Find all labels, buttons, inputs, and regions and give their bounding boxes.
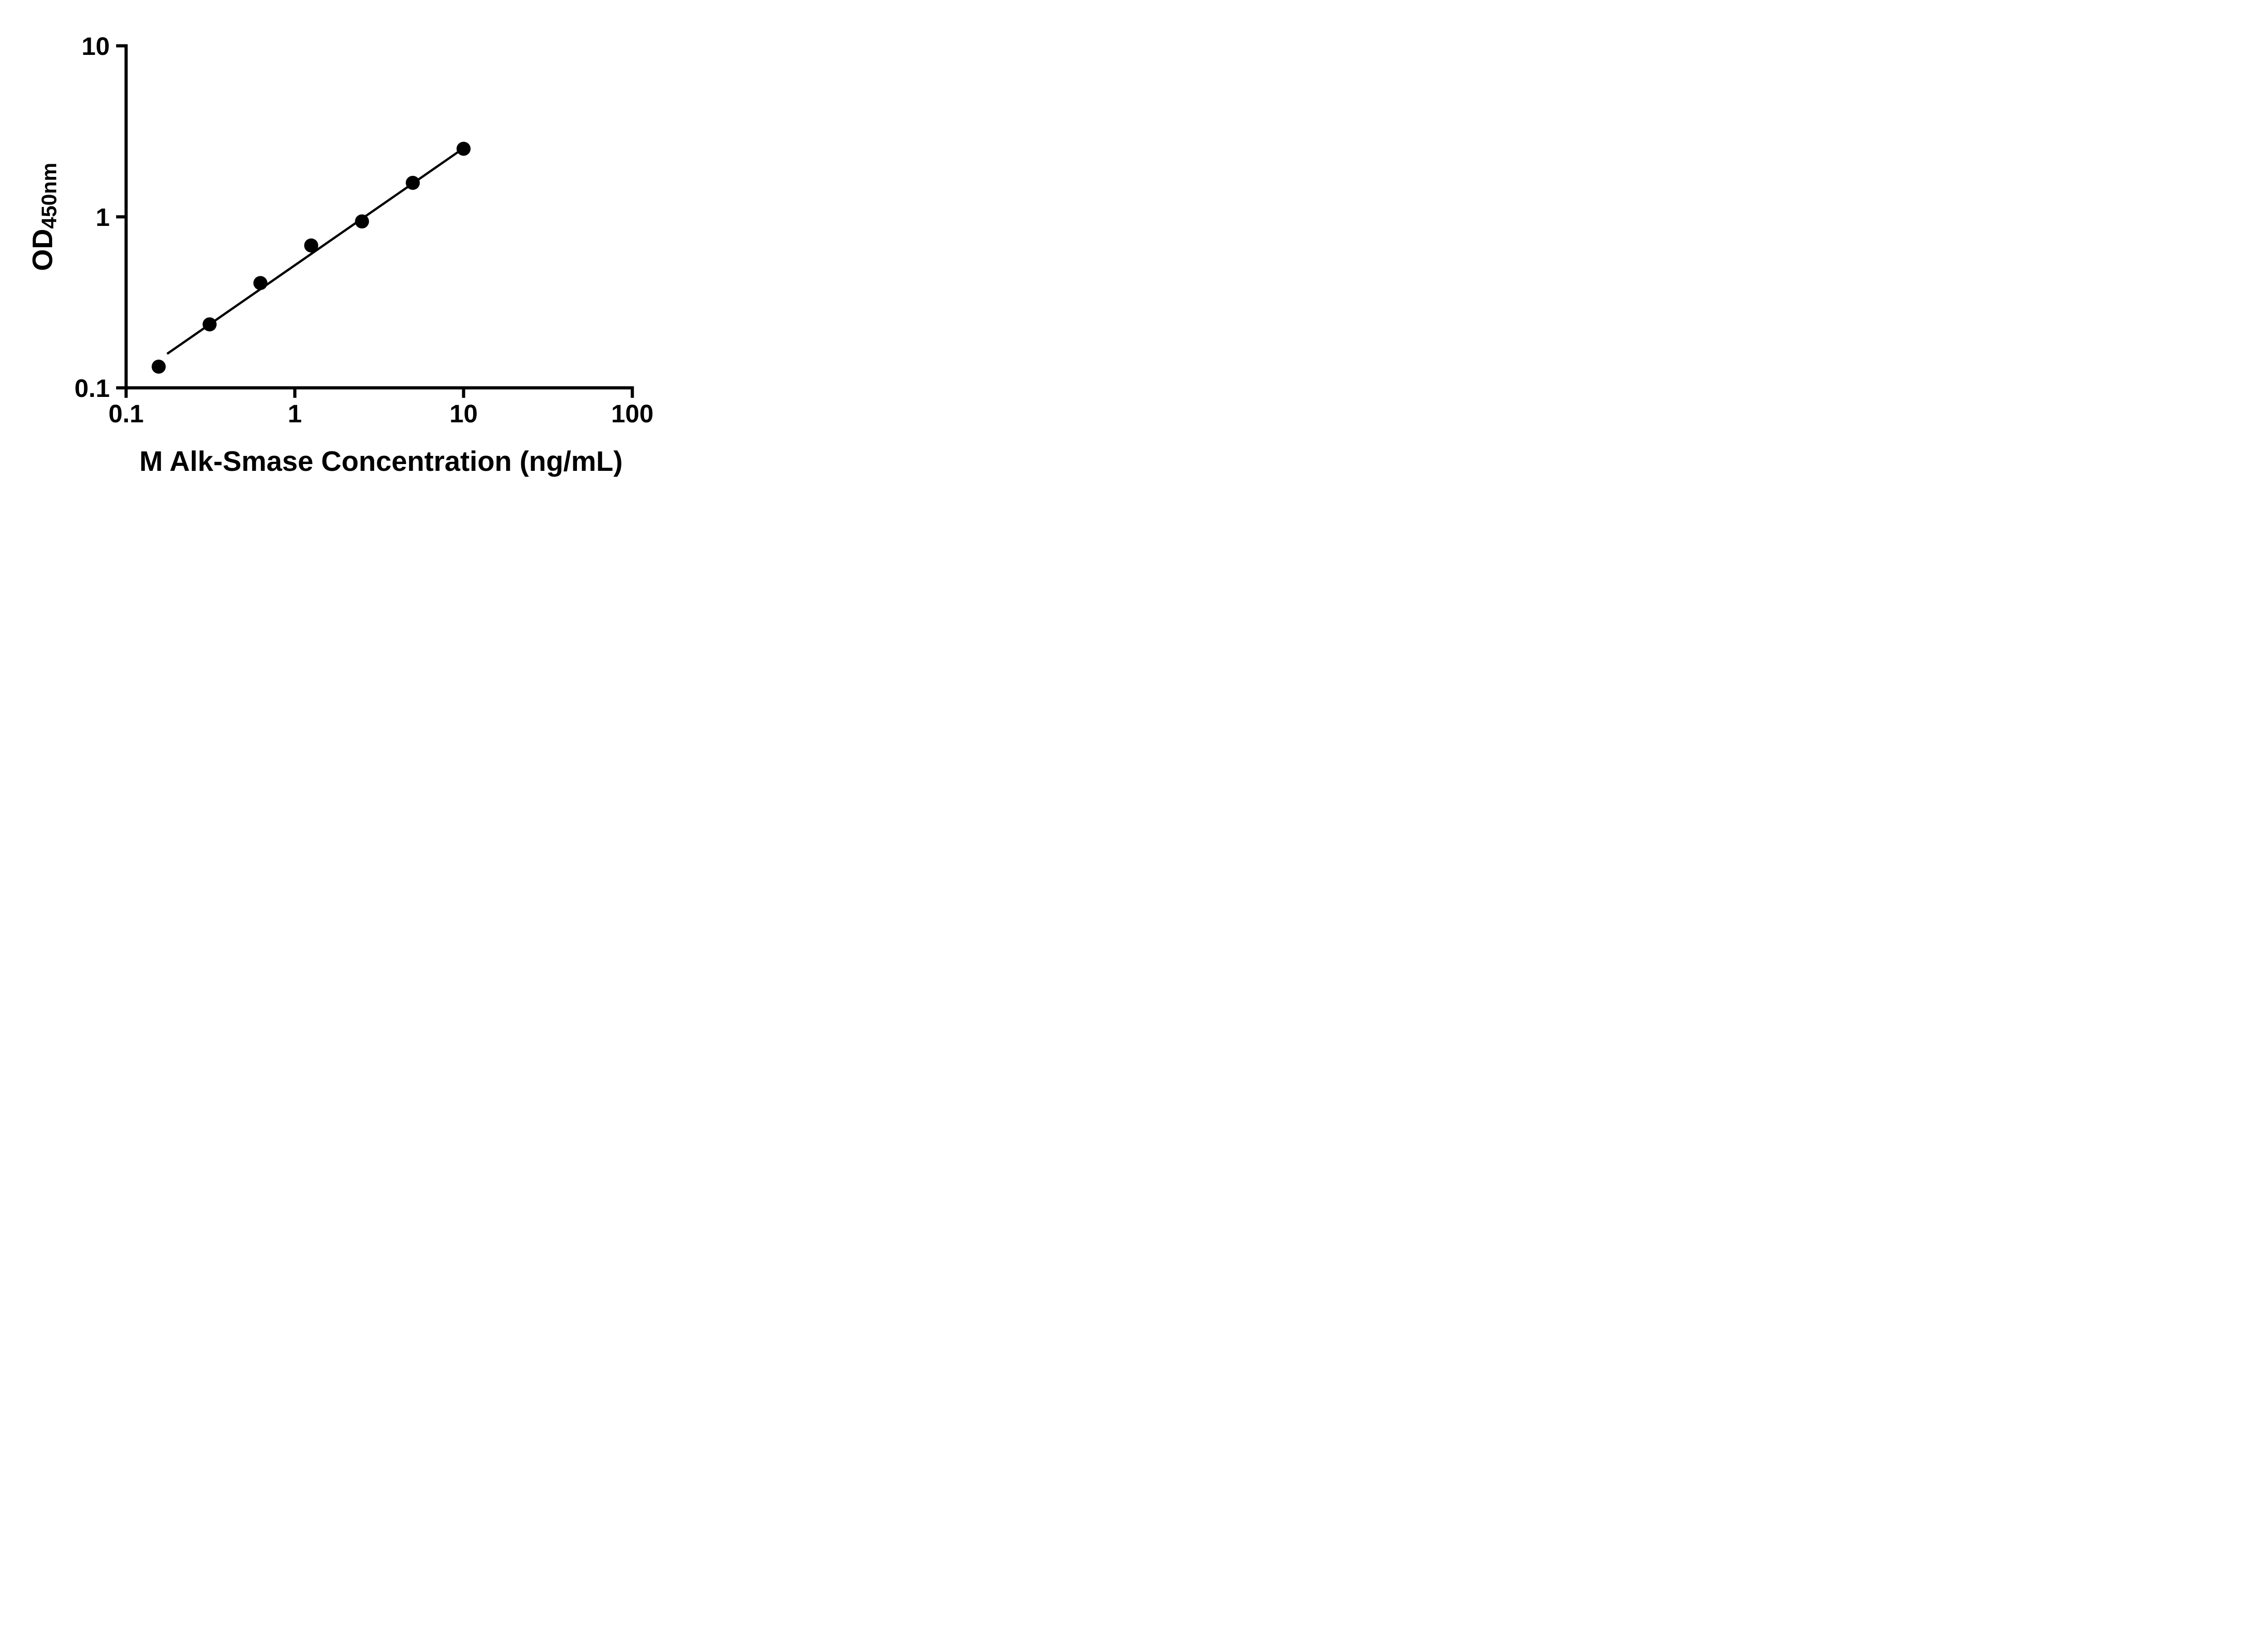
- y-axis-title: OD450nm: [27, 163, 61, 271]
- x-tick-label: 10: [450, 399, 478, 428]
- x-tick-label: 0.1: [108, 399, 144, 428]
- x-tick-label: 1: [288, 399, 302, 428]
- x-tick-label: 100: [611, 399, 653, 428]
- y-axis-title-subscript: 450nm: [37, 162, 61, 229]
- data-point: [406, 176, 420, 190]
- y-axis-title-main: OD: [27, 229, 59, 271]
- y-tick-label: 0.1: [74, 374, 110, 402]
- data-point: [152, 359, 166, 374]
- data-point: [304, 238, 318, 253]
- chart-figure: 0.1 1 10 100 0.1 1 10 M Alk-Smase Concentratio…: [0, 0, 711, 508]
- x-axis-title: M Alk-Smase Concentration (ng/mL): [109, 445, 653, 478]
- x-axis-title-text: M Alk-Smase Concentration (ng/mL): [139, 446, 623, 477]
- y-tick-label: 10: [82, 32, 110, 60]
- y-tick-label: 1: [96, 203, 110, 231]
- data-point: [355, 214, 369, 229]
- scatter-plot: 0.1 1 10 100 0.1 1 10: [74, 32, 654, 428]
- data-point: [202, 317, 217, 332]
- data-point: [456, 142, 471, 156]
- data-point: [253, 276, 268, 290]
